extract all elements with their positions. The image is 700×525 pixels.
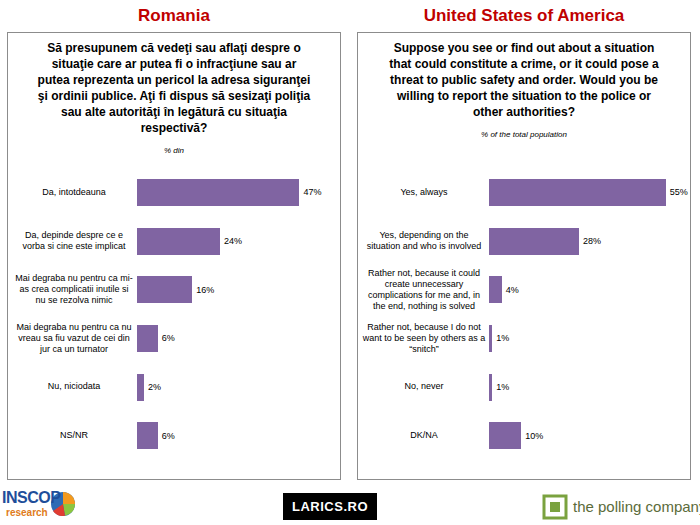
category-label: Mai degraba nu pentru ca mi-as crea comp… — [14, 265, 134, 314]
larics-box: LARICS.RO — [283, 493, 377, 520]
data-label: 28% — [583, 234, 601, 248]
unit-note: % of the total population — [357, 130, 691, 139]
bar — [137, 276, 192, 303]
data-label: 4% — [506, 283, 519, 297]
category-label: NS/NR — [14, 411, 134, 460]
data-label: 6% — [162, 429, 175, 443]
bar — [489, 228, 579, 255]
bar — [489, 374, 492, 401]
bar — [137, 179, 299, 206]
bar — [137, 228, 220, 255]
bar — [489, 325, 492, 352]
page: Romania Să presupunem că vedeţi sau aflaţ… — [0, 0, 700, 525]
question-text: Suppose you see or find out about a situ… — [385, 40, 663, 120]
category-label: Mai degraba nu pentru ca nu vreau sa fiu… — [14, 314, 134, 363]
question-text: Să presupunem că vedeţi sau aflaţi despr… — [35, 40, 313, 136]
data-label: 47% — [303, 185, 321, 199]
bar — [137, 374, 144, 401]
chart-title: United States of America — [357, 6, 691, 26]
category-label: Yes, depending on the situation and who … — [362, 217, 486, 266]
plot-area — [489, 168, 685, 460]
category-label: Rather not, because it could create unne… — [362, 265, 486, 314]
category-label: No, never — [362, 363, 486, 412]
category-label: DK/NA — [362, 411, 486, 460]
data-label: 1% — [496, 331, 509, 345]
inscop-sub: research — [6, 507, 48, 518]
data-label: 2% — [148, 380, 161, 394]
data-label: 6% — [162, 331, 175, 345]
data-label: 16% — [196, 283, 214, 297]
polling-icon — [542, 494, 568, 520]
category-label: Da, depinde despre ce e vorba si cine es… — [14, 217, 134, 266]
bar — [137, 422, 158, 449]
icon-part — [63, 492, 75, 504]
icon-part — [550, 502, 560, 512]
bar — [489, 422, 521, 449]
category-label: Nu, niciodata — [14, 363, 134, 412]
icon-part — [63, 504, 75, 516]
bar — [489, 179, 666, 206]
data-label: 55% — [670, 185, 688, 199]
plot-area — [137, 168, 334, 460]
icon-part — [544, 496, 566, 518]
bar — [137, 325, 158, 352]
polling-logo: the polling company — [573, 498, 700, 515]
larics-logo: LARICS.RO — [292, 499, 368, 514]
category-label: Da, intotdeauna — [14, 168, 134, 217]
data-label: 1% — [496, 380, 509, 394]
bar — [489, 276, 502, 303]
category-label: Yes, always — [362, 168, 486, 217]
category-label: Rather not, because I do not want to be … — [362, 314, 486, 363]
data-label: 24% — [224, 234, 242, 248]
inscop-logo: INSCOP — [2, 489, 60, 507]
data-label: 10% — [525, 429, 543, 443]
chart-title: Romania — [7, 6, 341, 26]
unit-note: % din — [7, 146, 341, 155]
